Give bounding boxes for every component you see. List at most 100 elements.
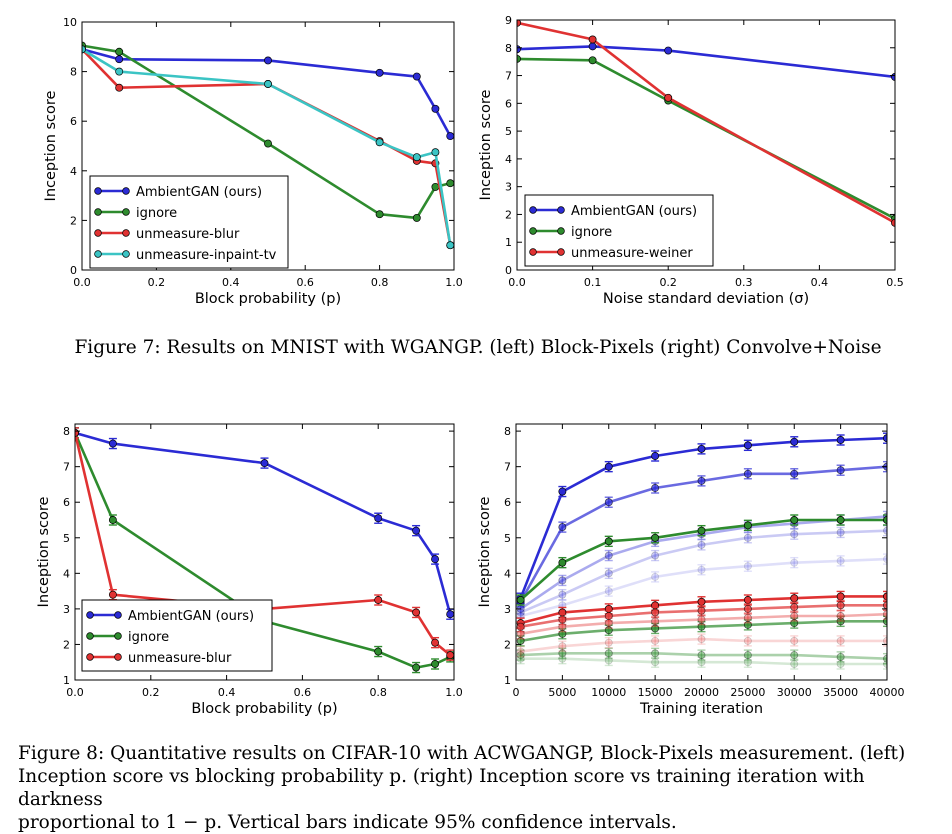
data-point — [115, 47, 124, 56]
data-point — [604, 638, 613, 647]
data-point — [108, 516, 117, 524]
data-point — [604, 619, 613, 628]
series-line-0 — [517, 45, 895, 79]
legend-swatch-marker — [529, 248, 537, 256]
data-point — [115, 55, 124, 64]
y-tick-label: 4 — [70, 165, 77, 178]
data-point — [697, 635, 706, 644]
data-point — [375, 210, 384, 219]
data-point — [374, 514, 383, 523]
data-point — [790, 636, 799, 645]
data-point — [374, 596, 383, 604]
data-point — [604, 626, 613, 635]
data-point — [412, 608, 421, 617]
data-point — [604, 537, 613, 546]
data-point — [790, 651, 799, 660]
legend-swatch-marker — [122, 250, 130, 258]
data-point — [836, 436, 845, 444]
data-point — [651, 452, 660, 460]
data-point — [446, 610, 454, 619]
legend-swatch-marker — [94, 187, 102, 195]
x-tick-label: 0.5 — [886, 276, 904, 289]
data-point — [836, 592, 845, 601]
data-point — [743, 521, 752, 530]
x-tick-label: 0.4 — [811, 276, 829, 289]
data-point — [697, 615, 706, 624]
y-tick-label: 6 — [70, 115, 77, 128]
data-point — [604, 649, 613, 658]
x-tick-label: 25000 — [730, 686, 765, 699]
data-point — [891, 218, 895, 227]
data-point — [604, 587, 613, 596]
y-tick-label: 10 — [63, 16, 77, 29]
series-line-4 — [520, 557, 887, 618]
x-tick-label: 0.4 — [222, 276, 240, 289]
x-tick-label: 0.3 — [735, 276, 753, 289]
data-point — [604, 498, 613, 507]
data-point — [558, 576, 567, 585]
data-point — [883, 601, 887, 610]
plot-frame — [516, 19, 896, 271]
data-point — [558, 523, 567, 532]
y-tick-label: 8 — [504, 425, 511, 438]
y-tick-label: 6 — [505, 97, 512, 110]
y-tick-label: 0 — [505, 264, 512, 277]
data-point — [883, 516, 887, 524]
x-tick-label: 0.6 — [294, 686, 312, 699]
series-group — [516, 432, 887, 670]
data-point — [516, 622, 525, 631]
data-point — [883, 555, 887, 564]
data-point — [558, 558, 567, 567]
legend: AmbientGAN (ours) ignore unmeasure-blur unm… — [89, 175, 289, 269]
data-point — [697, 565, 706, 574]
data-point — [651, 484, 660, 492]
data-point — [651, 636, 660, 645]
data-point — [588, 56, 597, 65]
data-point — [516, 629, 525, 638]
data-point — [412, 526, 421, 535]
data-point — [790, 619, 799, 628]
data-point — [790, 469, 799, 478]
data-point — [697, 526, 706, 535]
data-point — [743, 562, 752, 571]
data-point — [790, 612, 799, 620]
data-point — [664, 46, 673, 55]
data-point — [743, 658, 752, 667]
data-point — [431, 148, 440, 157]
data-point — [790, 660, 799, 668]
data-point — [836, 612, 845, 620]
data-point — [651, 649, 660, 658]
data-point — [264, 56, 272, 65]
y-tick-label: 3 — [63, 603, 70, 616]
legend: AmbientGAN (ours) ignore unmeasure-weiner — [524, 194, 714, 267]
data-point — [697, 476, 706, 485]
data-point — [431, 104, 440, 113]
legend-label: ignore — [571, 225, 612, 240]
legend-swatch-marker — [122, 229, 130, 237]
data-point — [558, 642, 567, 651]
x-tick-label: 0.6 — [296, 276, 314, 289]
legend-label: AmbientGAN (ours) — [128, 609, 254, 624]
data-point — [108, 590, 117, 599]
data-point — [651, 624, 660, 633]
data-point — [743, 651, 752, 660]
data-point — [108, 439, 117, 448]
data-point — [604, 551, 613, 560]
legend-label: ignore — [136, 206, 177, 221]
x-tick-label: 0.8 — [371, 276, 389, 289]
data-point — [743, 533, 752, 542]
data-point — [743, 604, 752, 613]
data-point — [375, 138, 384, 147]
y-tick-label: 7 — [63, 461, 70, 474]
data-point — [115, 83, 124, 92]
data-point — [446, 241, 454, 250]
data-point — [446, 651, 454, 660]
data-point — [412, 663, 421, 672]
data-point — [697, 606, 706, 615]
x-tick-label: 0.1 — [584, 276, 602, 289]
y-tick-label: 3 — [505, 181, 512, 194]
data-point — [412, 153, 421, 162]
series-line-3 — [520, 529, 887, 614]
data-point — [697, 597, 706, 606]
